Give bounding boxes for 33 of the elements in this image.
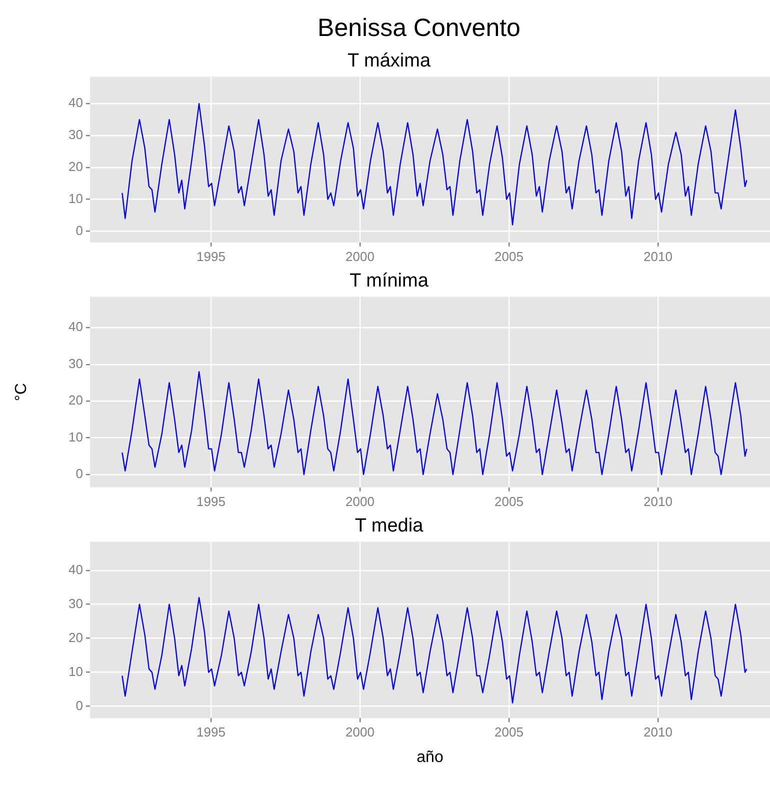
y-tick-label: 0 (76, 466, 83, 482)
x-tick-label: 2000 (346, 248, 374, 264)
x-tick-label: 2000 (346, 724, 374, 740)
x-tick-label: 1995 (196, 724, 226, 740)
y-axis-title: °C (13, 383, 30, 402)
y-tick-label: 30 (68, 596, 83, 611)
chart-title: Benissa Convento (316, 13, 522, 44)
chart-title: T media (354, 516, 424, 537)
y-tick-label: 0 (76, 698, 83, 713)
x-tick-label: 2010 (643, 494, 672, 509)
x-tick-label: 2010 (643, 724, 672, 740)
x-tick-label: 1995 (196, 248, 226, 264)
y-tick-label: 20 (68, 158, 83, 174)
y-tick-label: 0 (76, 222, 83, 238)
chart-title: T mínima (350, 270, 429, 292)
chart-subtitle: T máxima (347, 50, 431, 72)
x-axis-title: año (416, 748, 444, 766)
y-tick-label: 30 (68, 127, 83, 142)
x-tick-label: 2005 (494, 724, 524, 740)
y-tick-label: 30 (68, 356, 83, 371)
y-tick-label: 20 (68, 630, 83, 645)
x-tick-label: 2005 (494, 248, 524, 264)
x-tick-label: 2000 (346, 494, 374, 509)
y-tick-label: 10 (68, 429, 83, 444)
y-tick-label: 20 (68, 392, 83, 408)
y-tick-label: 40 (68, 319, 83, 334)
y-tick-label: 10 (68, 664, 83, 679)
y-tick-label: 40 (68, 562, 83, 577)
x-tick-label: 1995 (196, 494, 226, 509)
x-tick-label: 2005 (494, 494, 524, 509)
y-tick-label: 10 (68, 190, 83, 206)
y-tick-label: 40 (68, 95, 83, 110)
x-tick-label: 2010 (643, 248, 672, 264)
